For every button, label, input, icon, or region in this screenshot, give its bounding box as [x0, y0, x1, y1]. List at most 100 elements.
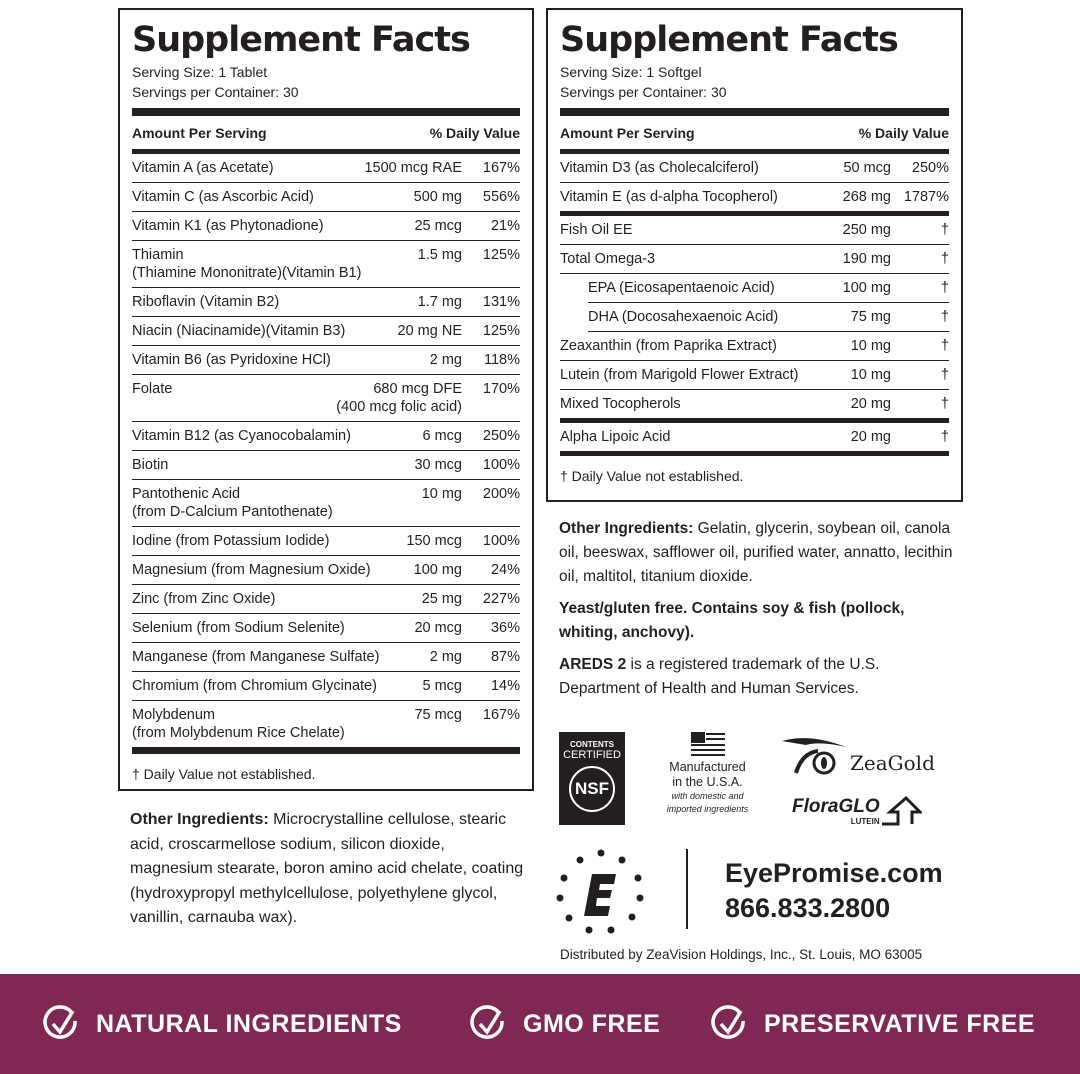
nutrient-amount: 500 mg	[413, 189, 462, 205]
nutrient-name-cell: Magnesium (from Magnesium Oxide)	[132, 561, 406, 579]
nutrient-row: Manganese (from Manganese Sulfate) 2 mg 87…	[132, 643, 520, 672]
nutrient-name-cell: Vitamin K1 (as Phytonadione)	[132, 217, 406, 235]
website[interactable]: EyePromise.com	[725, 858, 943, 888]
nutrient-name: Biotin	[132, 457, 169, 473]
phone[interactable]: 866.833.2800	[725, 893, 891, 923]
trademark-text: is a registered trademark of the U.S. De…	[559, 656, 880, 697]
supplement-facts-tablet: Supplement Facts Serving Size: 1 Tablet …	[118, 8, 534, 791]
nutrient-amount: 20 mg NE	[397, 323, 462, 339]
nutrient-name-cell: Biotin	[132, 456, 406, 474]
nutrient-row: Vitamin B12 (as Cyanocobalamin) 6 mcg 250%	[132, 422, 520, 451]
nutrient-amount: 25 mcg	[414, 218, 462, 234]
nutrient-row: Selenium (from Sodium Selenite) 20 mcg 36%	[132, 614, 520, 643]
nutrient-name-cell: Vitamin B12 (as Cyanocobalamin)	[132, 427, 415, 445]
nutrient-row: Iodine (from Potassium Iodide) 150 mcg 100…	[132, 527, 520, 556]
nutrient-row: Molybdenum (from Molybdenum Rice Chelate)…	[132, 701, 520, 747]
nutrient-daily-value: 250%	[482, 428, 520, 444]
nutrient-daily-value: †	[940, 338, 949, 354]
nutrient-amount-cell: 1500 mcg RAE	[356, 159, 462, 177]
nutrient-name: Vitamin C (as Ascorbic Acid)	[132, 189, 314, 205]
nutrient-name: Riboflavin (Vitamin B2)	[132, 294, 280, 310]
dv-header: % Daily Value	[429, 125, 520, 141]
nutrient-name: Mixed Tocopherols	[560, 396, 681, 412]
nutrient-amount: 75 mcg	[414, 707, 462, 723]
nutrient-daily-value: †	[940, 309, 949, 325]
nutrient-amount: 50 mcg	[843, 160, 891, 176]
nutrient-name-cell: Alpha Lipoic Acid	[560, 428, 843, 446]
nutrient-amount-cell: 20 mg	[843, 428, 891, 446]
nutrient-amount-cell: 1.5 mg	[410, 246, 462, 282]
benefits-banner: NATURAL INGREDIENTS GMO FREE PRESERVATIV…	[0, 974, 1080, 1074]
nutrient-name: Vitamin D3 (as Cholecalciferol)	[560, 160, 759, 176]
divider	[560, 149, 949, 154]
nutrient-row: Vitamin K1 (as Phytonadione) 25 mcg 21%	[132, 212, 520, 241]
nutrient-amount: 1.7 mg	[417, 294, 462, 310]
nutrient-row: Biotin 30 mcg 100%	[132, 451, 520, 480]
nutrient-name: Alpha Lipoic Acid	[560, 429, 671, 445]
nutrient-name-cell: Vitamin A (as Acetate)	[132, 159, 356, 177]
nutrient-name: Lutein (from Marigold Flower Extract)	[560, 367, 799, 383]
nutrient-name: Fish Oil EE	[560, 222, 633, 238]
banner-label: GMO FREE	[523, 1009, 661, 1038]
nutrient-name: Vitamin E (as d-alpha Tocopherol)	[560, 189, 778, 205]
nutrient-amount-cell: 190 mg	[835, 250, 891, 268]
nutrient-amount: 268 mg	[842, 189, 891, 205]
nutrient-amount-cell: 6 mcg	[415, 427, 463, 445]
nutrient-daily-value: 21%	[490, 218, 520, 234]
zeagold-text: ZeaGold	[850, 751, 935, 775]
divider	[132, 149, 520, 154]
amount-header: Amount Per Serving	[132, 125, 267, 141]
nutrient-amount: 190 mg	[842, 251, 891, 267]
nutrient-name: Thiamin	[132, 247, 184, 263]
nutrient-amount: 20 mg	[850, 429, 891, 445]
trademark-notice: AREDS 2 is a registered trademark of the…	[559, 653, 964, 701]
nutrient-name: Manganese (from Manganese Sulfate)	[132, 649, 380, 665]
nutrient-amount: 680 mcg DFE	[373, 381, 462, 397]
banner-item: GMO FREE	[469, 1005, 660, 1043]
serving-size: Serving Size: 1 Softgel	[560, 64, 702, 80]
nutrient-amount-cell: 5 mcg	[415, 677, 463, 695]
nutrient-row: Fish Oil EE 250 mg †	[560, 216, 949, 245]
usa-line: Manufactured	[669, 760, 746, 774]
nutrient-amount: 250 mg	[842, 222, 891, 238]
nsf-mid: CERTIFIED	[563, 749, 621, 761]
nutrient-daily-value: 118%	[483, 352, 520, 368]
nutrient-name-cell: Riboflavin (Vitamin B2)	[132, 293, 410, 311]
nutrient-amount-cell: 268 mg	[835, 188, 891, 206]
floraglo-logo: FloraGLO LUTEIN	[792, 794, 922, 828]
divider	[560, 211, 949, 216]
nutrient-daily-value: †	[940, 429, 949, 445]
nutrient-row: Folate 680 mcg DFE (400 mcg folic acid) 170…	[132, 375, 520, 422]
nutrient-amount: 75 mg	[850, 309, 891, 325]
nutrient-daily-value: 14%	[490, 678, 520, 694]
nutrient-row: Magnesium (from Magnesium Oxide) 100 mg 24…	[132, 556, 520, 585]
banner-label: PRESERVATIVE FREE	[764, 1009, 1036, 1038]
nutrient-row: Vitamin E (as d-alpha Tocopherol) 268 mg 1…	[560, 183, 949, 211]
nutrient-amount-cell: 20 mg	[843, 395, 891, 413]
nutrient-amount: 10 mg	[421, 486, 462, 502]
banner-item: NATURAL INGREDIENTS	[42, 1005, 402, 1043]
nutrient-name-cell: Selenium (from Sodium Selenite)	[132, 619, 406, 637]
nutrient-amount: 1.5 mg	[417, 247, 462, 263]
nutrient-amount-cell: 20 mg NE	[390, 322, 462, 340]
nutrient-name-cell: Fish Oil EE	[560, 221, 835, 239]
nutrient-row: Thiamin (Thiamine Mononitrate)(Vitamin B1…	[132, 241, 520, 288]
usa-line: imported ingredients	[666, 804, 749, 814]
supplement-facts-softgel: Supplement Facts Serving Size: 1 Softgel…	[546, 8, 963, 502]
nutrient-row: Chromium (from Chromium Glycinate) 5 mcg 1…	[132, 672, 520, 701]
nutrient-row: Alpha Lipoic Acid 20 mg †	[560, 423, 949, 451]
nutrient-amount-cell: 100 mg	[406, 561, 462, 579]
nutrient-row: EPA (Eicosapentaenoic Acid) 100 mg †	[588, 274, 949, 303]
nutrient-daily-value: 556%	[482, 189, 520, 205]
nutrient-amount-cell: 30 mcg	[406, 456, 462, 474]
nutrient-row: Zinc (from Zinc Oxide) 25 mg 227%	[132, 585, 520, 614]
nutrient-name-cell: Vitamin C (as Ascorbic Acid)	[132, 188, 406, 206]
nutrient-name: Chromium (from Chromium Glycinate)	[132, 678, 377, 694]
nutrient-name-cell: Vitamin D3 (as Cholecalciferol)	[560, 159, 835, 177]
serving-size: Serving Size: 1 Tablet	[132, 64, 268, 80]
distributor-line: Distributed by ZeaVision Holdings, Inc.,…	[560, 947, 923, 962]
nutrient-daily-value: †	[940, 280, 949, 296]
nutrient-amount-cell: 100 mg	[835, 279, 891, 297]
nutrient-name-cell: Pantothenic Acid (from D-Calcium Pantothe…	[132, 485, 414, 521]
other-text: Microcrystalline cellulose, stearic acid…	[130, 811, 524, 926]
